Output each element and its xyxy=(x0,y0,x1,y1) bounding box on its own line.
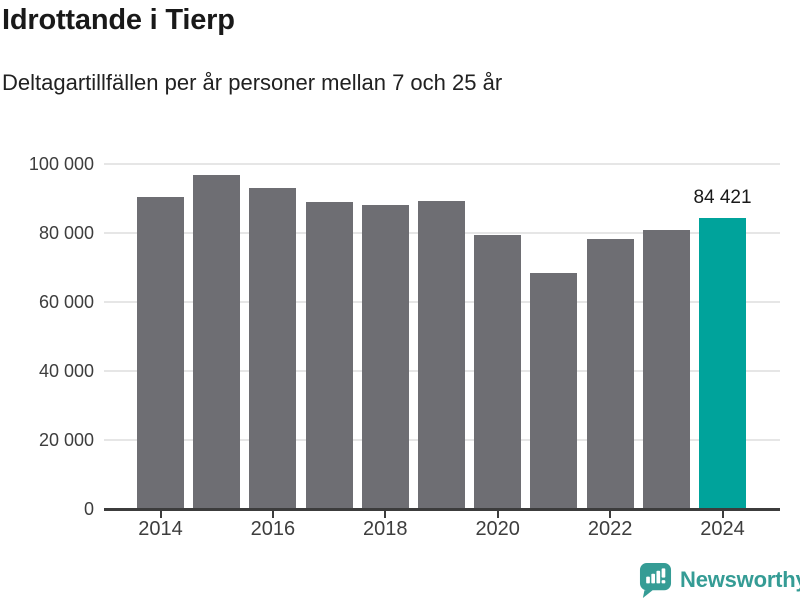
brand-name: Newsworthy xyxy=(680,567,800,592)
y-axis-tick-label: 20 000 xyxy=(38,430,94,450)
gridline xyxy=(104,163,780,165)
newsworthy-logo-icon xyxy=(639,562,672,598)
brand-footer[interactable]: Newsworthy xyxy=(639,561,800,599)
x-axis-line xyxy=(104,508,780,511)
chart-title: Idrottande i Tierp xyxy=(2,4,235,36)
bar-2015 xyxy=(193,175,241,509)
bar-2024 xyxy=(699,217,746,509)
bar-2014 xyxy=(137,197,184,509)
x-axis-tick-label: 2018 xyxy=(363,518,408,540)
x-axis-tick-label: 2014 xyxy=(138,518,183,540)
bar-2020 xyxy=(474,235,522,509)
bar-2016 xyxy=(249,187,297,509)
bar-2023 xyxy=(642,229,690,509)
x-axis-tick-label: 2020 xyxy=(475,518,520,540)
x-axis-tick-label: 2016 xyxy=(250,518,296,540)
y-axis-tick-label: 0 xyxy=(83,499,94,519)
bar-2019 xyxy=(418,201,465,509)
chart-subtitle: Deltagartillfällen per år personer mella… xyxy=(2,70,503,95)
y-axis-tick-label: 60 000 xyxy=(38,292,94,312)
bar-2017 xyxy=(305,201,353,509)
highlight-value-label: 84 421 xyxy=(693,186,752,208)
bar-2021 xyxy=(530,272,578,509)
x-axis-tick xyxy=(721,511,724,518)
x-axis-tick xyxy=(271,511,274,518)
y-axis-tick-label: 40 000 xyxy=(38,361,94,381)
x-axis-tick xyxy=(609,511,612,518)
x-axis-tick xyxy=(496,511,499,518)
y-axis-tick-label: 100 000 xyxy=(28,154,94,174)
y-axis-tick-label: 80 000 xyxy=(38,223,94,243)
x-axis-tick-label: 2024 xyxy=(700,518,745,540)
bar-2022 xyxy=(586,238,634,509)
x-axis-tick xyxy=(384,511,387,518)
x-axis-tick-label: 2022 xyxy=(587,518,633,540)
bar-2018 xyxy=(361,204,409,509)
x-axis-tick xyxy=(159,511,162,518)
